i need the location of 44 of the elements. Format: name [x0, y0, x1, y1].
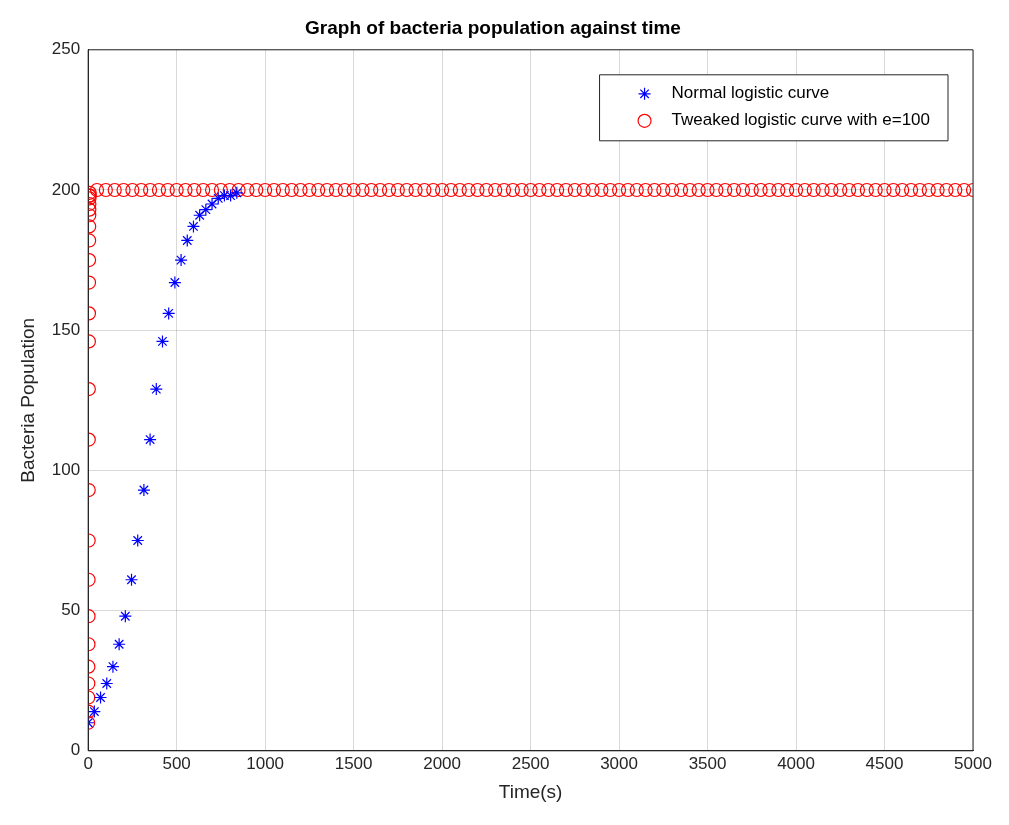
point — [186, 219, 201, 234]
x-tick-label: 4000 — [777, 753, 815, 773]
x-tick-label: 2000 — [423, 753, 462, 773]
point — [155, 334, 170, 349]
x-tick-label: 3000 — [600, 753, 638, 773]
point — [137, 483, 151, 497]
y-tick-label: 200 — [51, 179, 81, 199]
point — [193, 208, 207, 222]
point — [124, 573, 139, 587]
point — [162, 306, 176, 320]
point — [149, 382, 163, 396]
point — [100, 676, 114, 691]
point — [143, 432, 157, 447]
point — [112, 637, 126, 651]
x-tick-label: 500 — [162, 753, 191, 773]
y-tick-label: 150 — [51, 319, 81, 339]
point — [211, 191, 225, 206]
point — [174, 253, 188, 267]
legend-label: Tweaked logistic curve with e=100 — [671, 110, 931, 130]
point — [205, 197, 219, 211]
x-tick-label: 3500 — [688, 753, 727, 773]
point — [168, 275, 182, 290]
point — [88, 704, 101, 719]
legend-label: Normal logistic curve — [671, 83, 830, 103]
point — [180, 233, 194, 248]
x-tick-label: 2500 — [511, 753, 550, 773]
x-tick-label: 4500 — [865, 753, 904, 773]
y-tick-label: 0 — [70, 740, 81, 760]
point — [224, 189, 238, 203]
y-tick-label: 50 — [61, 600, 81, 620]
chart-title: Graph of bacteria population against time — [305, 16, 681, 38]
x-tick-label: 1500 — [334, 753, 373, 773]
point — [131, 533, 145, 548]
y-axis-title: Bacteria Population — [16, 317, 38, 483]
point — [199, 203, 213, 217]
point — [106, 660, 120, 674]
x-tick-label: 1000 — [246, 753, 285, 773]
point — [93, 690, 108, 705]
point — [118, 609, 132, 623]
y-tick-label: 100 — [51, 460, 81, 480]
x-axis-title: Time(s) — [498, 780, 563, 802]
point — [230, 186, 244, 200]
x-tick-label: 5000 — [954, 753, 992, 773]
y-tick-label: 250 — [51, 39, 81, 59]
